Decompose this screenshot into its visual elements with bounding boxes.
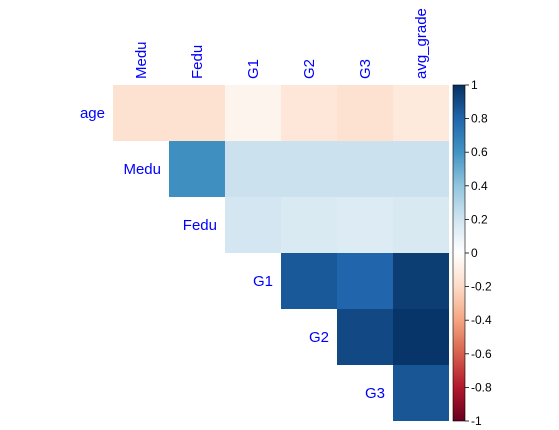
colorbar xyxy=(452,84,466,422)
row-label-G3: G3 xyxy=(365,385,385,402)
colorbar-tick-label: 0.6 xyxy=(471,145,488,159)
cell-age-G1 xyxy=(225,85,281,141)
heatmap-cells xyxy=(113,85,449,421)
cell-Fedu-G3 xyxy=(337,197,393,253)
cell-age-Fedu xyxy=(169,85,225,141)
cell-Fedu-G1 xyxy=(225,197,281,253)
row-label-G2: G2 xyxy=(309,329,329,346)
col-label-avg_grade: avg_grade xyxy=(413,8,430,79)
cell-Fedu-G2 xyxy=(281,197,337,253)
colorbar-tick-label: 1 xyxy=(471,78,478,92)
col-label-G3: G3 xyxy=(357,59,374,79)
colorbar-tick-label: -0.2 xyxy=(471,280,492,294)
col-label-Fedu: Fedu xyxy=(189,45,206,79)
cell-Medu-Fedu xyxy=(169,141,225,197)
cell-age-Medu xyxy=(113,85,169,141)
cell-age-G3 xyxy=(337,85,393,141)
column-labels: Medu Fedu G1 G2 G3 avg_grade xyxy=(133,8,430,79)
cell-Medu-avg_grade xyxy=(393,141,449,197)
colorbar-tick-label: -0.6 xyxy=(471,347,492,361)
colorbar-tick-label: 0.2 xyxy=(471,212,488,226)
col-label-Medu: Medu xyxy=(133,41,150,79)
colorbar-tick-label: -1 xyxy=(471,414,482,428)
row-label-age: age xyxy=(80,105,105,122)
cell-age-G2 xyxy=(281,85,337,141)
cell-G2-G3 xyxy=(337,309,393,365)
colorbar-ticks: 1 0.8 0.6 0.4 0.2 0 -0.2 -0.4 -0.6 -0.8 -1 xyxy=(465,78,492,428)
colorbar-gradient xyxy=(452,84,466,422)
cell-Medu-G2 xyxy=(281,141,337,197)
col-label-G1: G1 xyxy=(245,59,262,79)
cell-G1-G2 xyxy=(281,253,337,309)
cell-G1-G3 xyxy=(337,253,393,309)
cell-Medu-G3 xyxy=(337,141,393,197)
colorbar-tick-label: -0.4 xyxy=(471,313,492,327)
colorbar-tick-label: 0 xyxy=(471,246,478,260)
row-label-Medu: Medu xyxy=(123,161,161,178)
cell-age-avg_grade xyxy=(393,85,449,141)
cell-Fedu-avg_grade xyxy=(393,197,449,253)
colorbar-tick-label: 0.4 xyxy=(471,179,488,193)
row-labels: age Medu Fedu G1 G2 G3 xyxy=(80,105,385,402)
cell-G1-avg_grade xyxy=(393,253,449,309)
cell-G2-avg_grade xyxy=(393,309,449,365)
col-label-G2: G2 xyxy=(301,59,318,79)
colorbar-tick-label: -0.8 xyxy=(471,380,492,394)
row-label-G1: G1 xyxy=(253,273,273,290)
cell-Medu-G1 xyxy=(225,141,281,197)
cell-G3-avg_grade xyxy=(393,365,449,421)
row-label-Fedu: Fedu xyxy=(183,217,217,234)
colorbar-tick-label: 0.8 xyxy=(471,112,488,126)
